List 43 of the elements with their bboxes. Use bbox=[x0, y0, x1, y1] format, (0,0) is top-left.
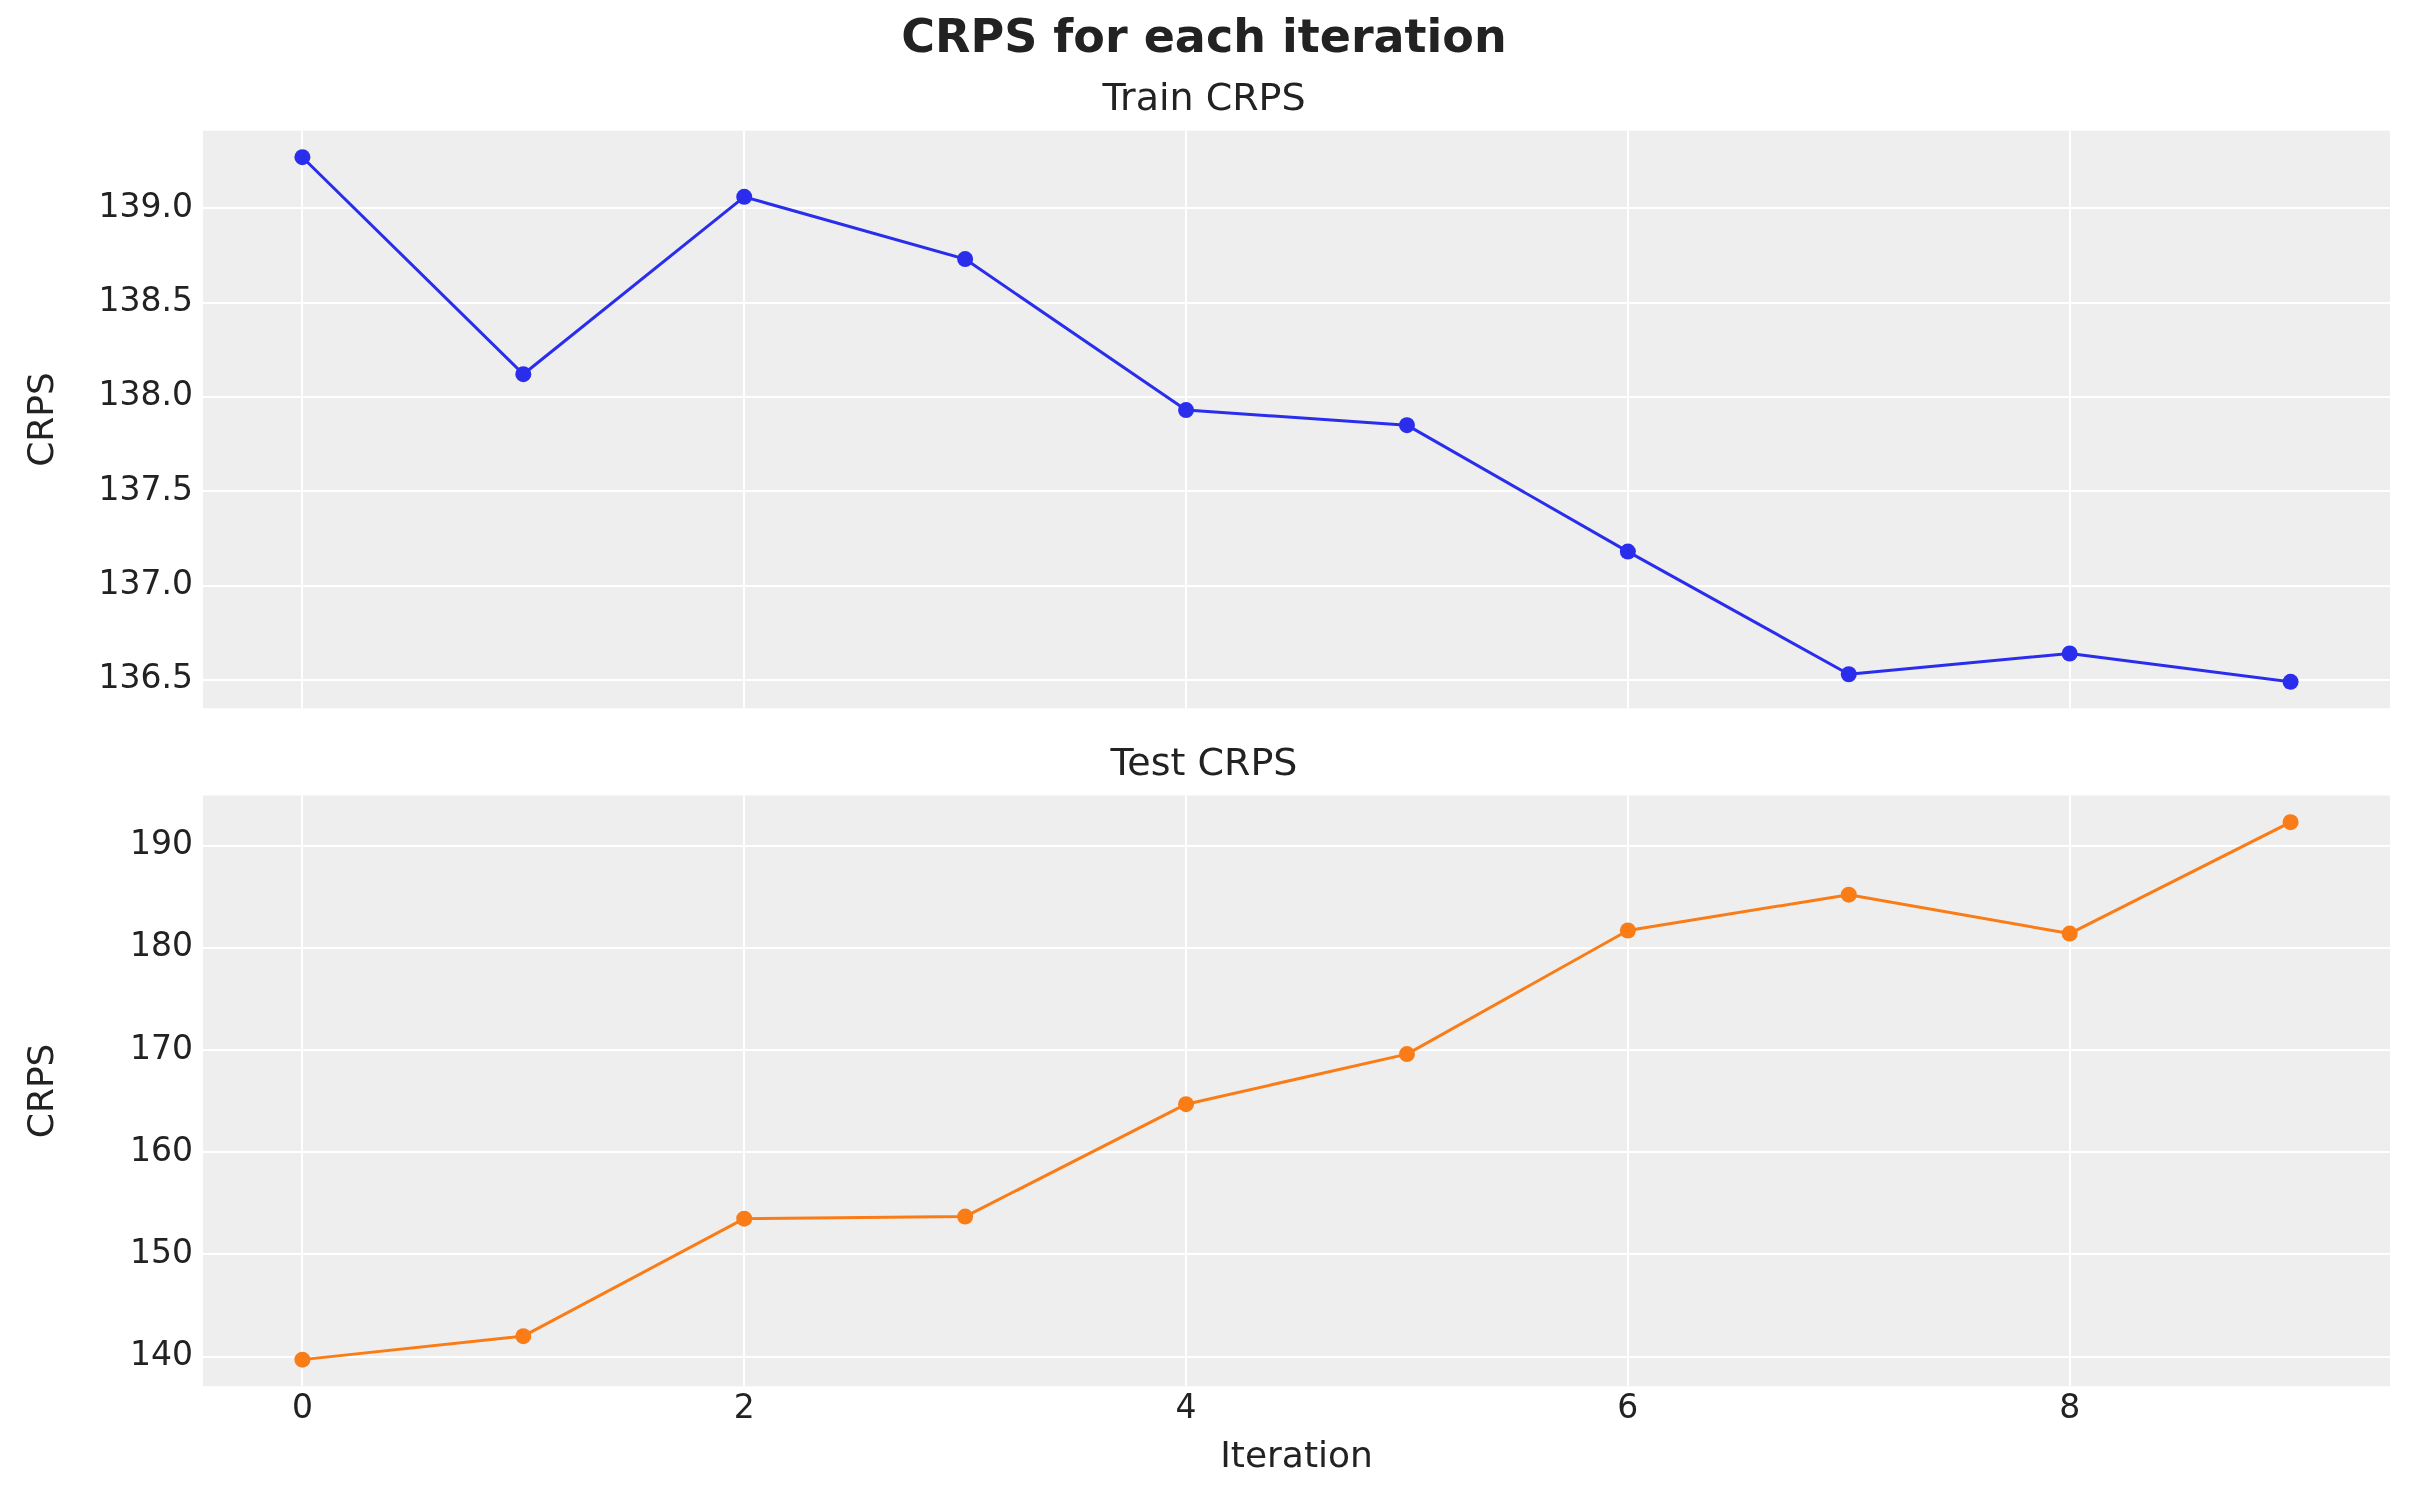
point bbox=[2061, 645, 2078, 662]
chart-title: Test CRPS bbox=[1109, 739, 1298, 784]
point bbox=[1619, 922, 1636, 939]
y-tick-label: 138.0 bbox=[98, 374, 193, 414]
point bbox=[294, 1351, 311, 1368]
x-tick-label: 2 bbox=[733, 1386, 755, 1426]
y-axis-title: CRPS bbox=[19, 1043, 61, 1139]
x-axis-title: Iteration bbox=[1220, 1433, 1373, 1475]
y-tick-label: 160 bbox=[130, 1129, 193, 1169]
point bbox=[957, 1208, 974, 1225]
point bbox=[515, 366, 532, 383]
point bbox=[2061, 925, 2078, 942]
point bbox=[957, 251, 974, 268]
x-tick-label: 0 bbox=[291, 1386, 313, 1426]
point bbox=[1398, 417, 1415, 434]
x-tick-label: 4 bbox=[1175, 1386, 1197, 1426]
point bbox=[1178, 1096, 1195, 1113]
y-tick-label: 138.5 bbox=[98, 280, 193, 320]
y-tick-label: 136.5 bbox=[98, 657, 193, 697]
chart-title: CRPS for each iteration bbox=[901, 8, 1507, 63]
y-tick-label: 139.0 bbox=[98, 185, 193, 225]
point bbox=[736, 1210, 753, 1227]
point bbox=[294, 149, 311, 166]
y-tick-label: 150 bbox=[130, 1231, 193, 1271]
point bbox=[736, 188, 753, 205]
y-tick-label: 170 bbox=[130, 1027, 193, 1067]
point bbox=[2282, 673, 2299, 690]
point bbox=[2282, 814, 2299, 831]
y-tick-label: 190 bbox=[130, 823, 193, 863]
point bbox=[1840, 886, 1857, 903]
point bbox=[515, 1328, 532, 1345]
point bbox=[1398, 1046, 1415, 1063]
y-tick-label: 137.5 bbox=[98, 468, 193, 508]
point bbox=[1619, 543, 1636, 560]
y-tick-label: 140 bbox=[130, 1334, 193, 1374]
y-tick-label: 137.0 bbox=[98, 563, 193, 603]
y-tick-label: 180 bbox=[130, 925, 193, 965]
point bbox=[1840, 666, 1857, 683]
y-axis-title: CRPS bbox=[19, 372, 61, 467]
chart-subtitle: Train CRPS bbox=[1101, 74, 1306, 119]
point bbox=[1178, 402, 1195, 419]
x-tick-label: 6 bbox=[1617, 1386, 1639, 1426]
x-tick-label: 8 bbox=[2059, 1386, 2081, 1426]
